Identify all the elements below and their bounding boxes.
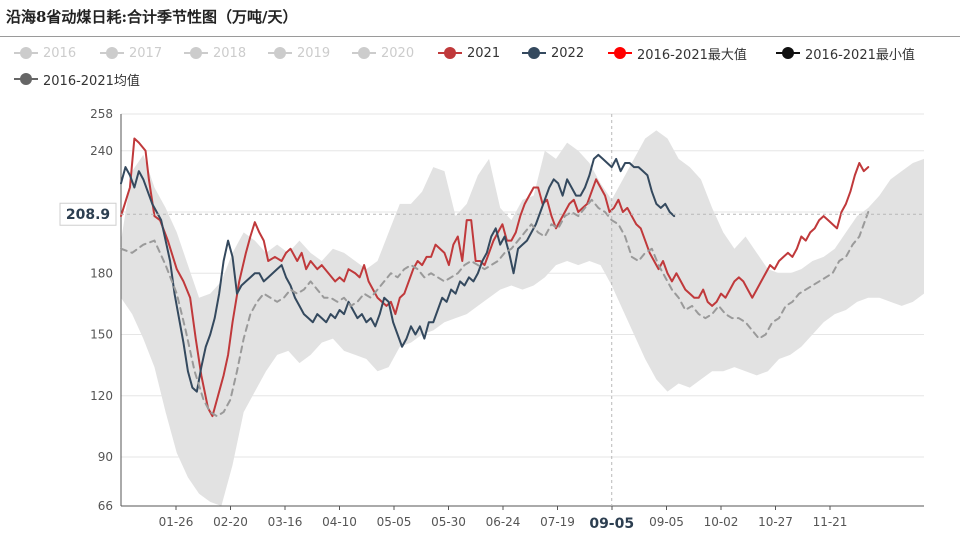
legend-label: 2020 — [381, 45, 415, 61]
y-tick-label: 120 — [90, 389, 113, 403]
y-tick-label: 180 — [90, 266, 113, 280]
x-tick-label: 06-24 — [486, 515, 521, 529]
legend-marker-icon — [776, 47, 800, 59]
x-tick-label: 02-20 — [213, 515, 248, 529]
y-tick-label: 240 — [90, 144, 113, 158]
x-value-box — [585, 512, 638, 534]
legend-marker-icon — [268, 47, 292, 59]
series-line-2022 — [120, 153, 676, 393]
min-max-band — [121, 130, 924, 507]
x-tick-label: 05-30 — [431, 515, 466, 529]
chart-title: 沿海8省动煤日耗:合计季节性图（万吨/天） — [6, 8, 298, 26]
legend-marker-icon — [352, 47, 376, 59]
x-tick-label: 10-27 — [758, 515, 793, 529]
x-tick-label: 10-02 — [704, 515, 739, 529]
x-tick-label: 01-26 — [159, 515, 194, 529]
series-line-2021 — [120, 137, 870, 418]
legend-label: 2016-2021最大值 — [637, 47, 747, 63]
legend-label: 2016-2021最小值 — [805, 47, 915, 63]
legend-marker-icon — [14, 73, 38, 85]
legend-label: 2019 — [297, 45, 331, 61]
legend-marker-icon — [438, 47, 462, 59]
x-tick-label: 07-19 — [540, 515, 575, 529]
legend-item-2021[interactable]: 2021 — [438, 42, 500, 64]
x-tick-label: 09-05 — [649, 515, 684, 529]
legend-item-2017[interactable]: 2017 — [100, 42, 162, 64]
legend-item-2020[interactable]: 2020 — [352, 42, 414, 64]
y-tick-label: 150 — [90, 328, 113, 342]
x-tick-label: 03-16 — [268, 515, 303, 529]
legend-label: 2016-2021均值 — [43, 73, 140, 89]
x-tick-label: 05-05 — [377, 515, 412, 529]
series-line-2016-2021均值 — [120, 198, 870, 418]
legend-item-2016-2021最大值[interactable]: 2016-2021最大值 — [608, 42, 747, 64]
legend-item-2018[interactable]: 2018 — [184, 42, 246, 64]
legend-item-2016-2021均值[interactable]: 2016-2021均值 — [14, 68, 140, 90]
y-tick-label: 66 — [98, 499, 113, 513]
legend-marker-icon — [184, 47, 208, 59]
y-value-box — [59, 202, 117, 226]
y-tick-label: 90 — [98, 450, 113, 464]
x-tick-label: 11-21 — [813, 515, 848, 529]
legend-label: 2016 — [43, 45, 77, 61]
legend-label: 2022 — [551, 45, 585, 61]
legend-marker-icon — [608, 47, 632, 59]
legend-label: 2021 — [467, 45, 501, 61]
y-tick-label: 258 — [90, 107, 113, 121]
legend-marker-icon — [100, 47, 124, 59]
legend-item-2019[interactable]: 2019 — [268, 42, 330, 64]
legend-marker-icon — [522, 47, 546, 59]
y-value-label: 208.9 — [66, 207, 110, 223]
legend-marker-icon — [14, 47, 38, 59]
title-divider — [0, 36, 960, 37]
x-tick-label: 04-10 — [322, 515, 357, 529]
legend-item-2022[interactable]: 2022 — [522, 42, 584, 64]
legend-item-2016[interactable]: 2016 — [14, 42, 76, 64]
legend-label: 2018 — [213, 45, 247, 61]
x-value-label: 09-05 — [589, 516, 634, 532]
legend-label: 2017 — [129, 45, 163, 61]
legend-item-2016-2021最小值[interactable]: 2016-2021最小值 — [776, 42, 915, 64]
